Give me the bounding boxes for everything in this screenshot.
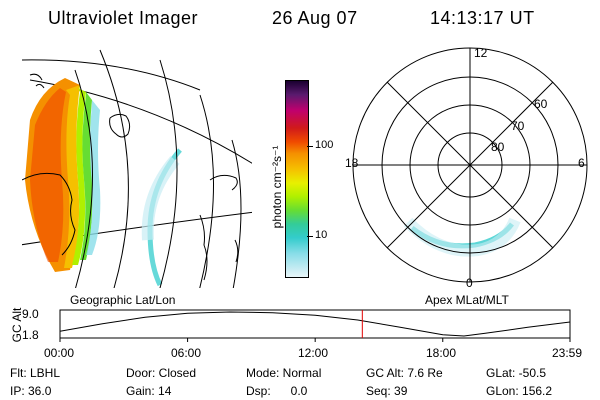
gc-alt-ytick-1-8: 1.8 bbox=[22, 328, 39, 342]
gc-alt-xtick-2359: 23:59 bbox=[552, 346, 583, 360]
geo-longitude-line bbox=[231, 139, 242, 288]
instrument-title: Ultraviolet Imager bbox=[48, 8, 199, 28]
door-value: Door: Closed bbox=[126, 366, 197, 380]
geo-longitude-line bbox=[74, 69, 93, 288]
geo-latitude-line bbox=[22, 59, 201, 91]
polar-axis-diagonal bbox=[386, 81, 554, 249]
mlat-label-80: 80 bbox=[491, 140, 505, 154]
mlt-label-18: 18 bbox=[345, 156, 359, 170]
coastline bbox=[22, 73, 239, 281]
gc-alt-xtick-0600: 06:00 bbox=[171, 346, 202, 360]
gc-alt-plot-frame bbox=[59, 309, 571, 339]
gc-alt-value: GC Alt: 7.6 Re bbox=[366, 366, 443, 380]
mlat-label-60: 60 bbox=[534, 97, 548, 111]
filter-value: Flt: LBHL bbox=[10, 366, 61, 380]
mlt-label-6: 6 bbox=[578, 156, 585, 170]
image-date: 26 Aug 07 bbox=[272, 8, 358, 28]
color-scale-tick bbox=[307, 146, 313, 147]
color-scale-label-10: 10 bbox=[315, 229, 328, 241]
auroral-emission-left bbox=[25, 78, 101, 272]
mlt-label-0: 0 bbox=[466, 276, 473, 290]
color-scale-label-100: 100 bbox=[315, 139, 334, 151]
gc-alt-series-line bbox=[59, 311, 571, 337]
geo-longitude-line bbox=[159, 59, 178, 288]
geographic-panel-label: Geographic Lat/Lon bbox=[70, 293, 176, 307]
glon-value: GLon: 156.2 bbox=[486, 384, 553, 398]
apex-panel-label: Apex MLat/MLT bbox=[425, 293, 509, 307]
glat-value: GLat: -50.5 bbox=[486, 366, 547, 380]
dsp-value: Dsp: 0.0 bbox=[246, 384, 308, 398]
gc-alt-ytick-9: 9.0 bbox=[22, 307, 39, 321]
geo-longitude-line bbox=[99, 49, 129, 288]
gain-value: Gain: 14 bbox=[126, 384, 172, 398]
ip-value: IP: 36.0 bbox=[10, 384, 52, 398]
gc-alt-xtick-1200: 12:00 bbox=[298, 346, 329, 360]
gc-alt-xtick-1800: 18:00 bbox=[426, 346, 457, 360]
geo-longitude-line bbox=[199, 94, 215, 288]
color-scale-tick bbox=[307, 236, 313, 237]
seq-value: Seq: 39 bbox=[366, 384, 408, 398]
gc-alt-xtick-0000: 00:00 bbox=[44, 346, 75, 360]
mlt-label-12: 12 bbox=[474, 46, 488, 60]
color-scale-bar bbox=[285, 80, 309, 278]
mlat-label-70: 70 bbox=[511, 119, 525, 133]
mode-value: Mode: Normal bbox=[246, 366, 322, 380]
image-time: 14:13:17 UT bbox=[430, 8, 535, 28]
